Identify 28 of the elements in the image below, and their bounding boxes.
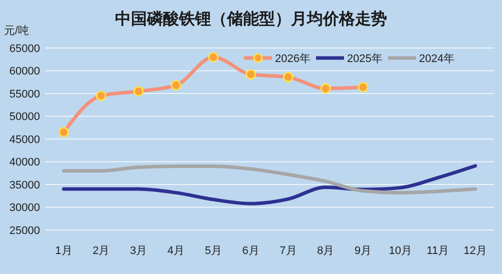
legend-label: 2025年 <box>347 52 382 65</box>
x-tick-label: 9月 <box>354 245 372 257</box>
y-tick-label: 65000 <box>9 42 40 55</box>
y-tick-label: 30000 <box>9 202 40 214</box>
chart-title: 中国磷酸铁锂（储能型）月均价格走势 <box>115 10 387 28</box>
x-tick-label: 3月 <box>130 245 148 257</box>
x-tick-label: 12月 <box>464 245 487 257</box>
y-tick-label: 25000 <box>9 224 40 237</box>
y-axis-title: 元/吨 <box>4 24 30 37</box>
x-tick-label: 4月 <box>167 245 185 257</box>
line-series <box>62 164 478 206</box>
y-tick-label: 40000 <box>9 156 40 169</box>
y-tick-label: 60000 <box>9 66 40 78</box>
y-tick-label: 35000 <box>9 179 40 192</box>
legend-label: 2024年 <box>419 52 454 65</box>
x-tick-label: 5月 <box>204 245 222 257</box>
y-tick-label: 50000 <box>9 111 40 124</box>
x-tick-label: 7月 <box>280 245 297 257</box>
x-tick-label: 11月 <box>426 245 450 257</box>
line-series <box>62 164 478 194</box>
y-tick-label: 55000 <box>9 88 40 100</box>
x-tick-label: 8月 <box>317 245 334 257</box>
x-tick-label: 6月 <box>242 245 260 257</box>
x-tick-label: 10月 <box>388 245 412 257</box>
legend-label: 2026年 <box>275 52 310 65</box>
x-tick-label: 2月 <box>92 245 110 257</box>
y-tick-label: 45000 <box>9 134 40 146</box>
x-tick-label: 1月 <box>55 245 72 257</box>
